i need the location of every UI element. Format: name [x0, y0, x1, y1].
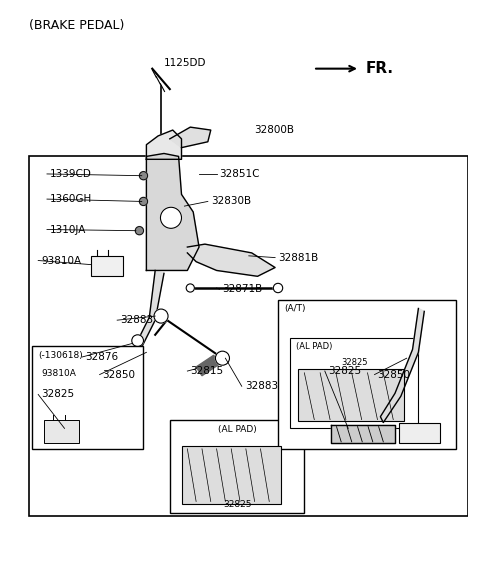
Bar	[91, 256, 123, 276]
Bar	[32, 347, 144, 449]
Text: 93810A: 93810A	[41, 369, 76, 378]
Text: 32825: 32825	[328, 366, 361, 376]
Text: 32883: 32883	[120, 315, 153, 325]
Polygon shape	[146, 130, 181, 160]
Bar	[29, 157, 468, 516]
Text: 32851C: 32851C	[219, 169, 260, 179]
Text: 1310JA: 1310JA	[50, 225, 86, 234]
Bar	[44, 419, 79, 443]
Text: 32876: 32876	[85, 352, 118, 362]
Polygon shape	[146, 153, 199, 271]
Text: 32881B: 32881B	[278, 253, 318, 263]
Text: 93810A: 93810A	[41, 256, 81, 266]
Bar	[278, 300, 456, 449]
Text: 32850: 32850	[103, 370, 135, 380]
Text: (-130618): (-130618)	[38, 351, 83, 360]
Bar	[299, 369, 404, 422]
Text: 32825: 32825	[223, 499, 252, 509]
Text: FR.: FR.	[366, 61, 394, 76]
Text: (AL PAD): (AL PAD)	[296, 342, 332, 351]
Polygon shape	[196, 355, 219, 376]
Text: 32825: 32825	[341, 358, 367, 367]
Text: 32825: 32825	[41, 389, 74, 399]
Text: (BRAKE PEDAL): (BRAKE PEDAL)	[29, 19, 125, 32]
Text: 32815: 32815	[190, 366, 223, 376]
Text: (A/T): (A/T)	[284, 304, 305, 313]
Bar	[290, 338, 419, 429]
Circle shape	[273, 283, 283, 293]
Polygon shape	[331, 426, 395, 443]
Circle shape	[160, 207, 181, 228]
Circle shape	[216, 351, 229, 365]
Polygon shape	[170, 127, 211, 147]
Circle shape	[154, 309, 168, 323]
Text: 32800B: 32800B	[254, 125, 295, 135]
Bar	[181, 446, 281, 505]
Bar	[399, 423, 440, 443]
Circle shape	[139, 198, 147, 206]
Text: 32871B: 32871B	[222, 284, 263, 294]
Text: 1339CD: 1339CD	[50, 169, 92, 179]
Polygon shape	[103, 271, 164, 423]
Polygon shape	[44, 423, 108, 440]
Bar	[170, 419, 304, 513]
Polygon shape	[380, 309, 424, 423]
Text: 32830B: 32830B	[211, 196, 251, 206]
Text: (AL PAD): (AL PAD)	[218, 426, 256, 434]
Polygon shape	[187, 244, 275, 276]
Circle shape	[132, 335, 144, 347]
Text: 32850: 32850	[377, 370, 410, 380]
Text: 1360GH: 1360GH	[50, 194, 92, 204]
Text: 1125DD: 1125DD	[164, 58, 206, 68]
Circle shape	[186, 284, 194, 292]
Circle shape	[139, 172, 147, 180]
Text: 32883: 32883	[245, 381, 278, 391]
Circle shape	[135, 226, 144, 235]
